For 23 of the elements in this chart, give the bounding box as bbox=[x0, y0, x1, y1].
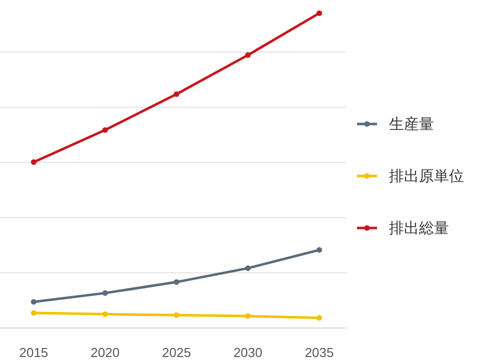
x-tick-label: 2035 bbox=[304, 345, 334, 360]
point bbox=[102, 290, 108, 296]
point bbox=[30, 299, 36, 305]
point bbox=[316, 315, 322, 321]
x-tick-label: 2020 bbox=[90, 345, 120, 360]
legend-label: 排出原単位 bbox=[389, 167, 464, 185]
point bbox=[174, 91, 180, 97]
point bbox=[30, 310, 36, 316]
x-tick-label: 2030 bbox=[233, 345, 262, 360]
point bbox=[102, 311, 108, 317]
x-tick-label: 2015 bbox=[19, 345, 48, 360]
point bbox=[174, 279, 180, 285]
point bbox=[316, 247, 322, 253]
point bbox=[245, 313, 251, 319]
point bbox=[245, 265, 251, 271]
legend-label: 生産量 bbox=[389, 115, 434, 133]
point bbox=[30, 159, 36, 165]
point bbox=[245, 52, 251, 58]
x-tick-label: 2025 bbox=[162, 345, 191, 360]
point bbox=[102, 127, 108, 133]
legend-label: 排出総量 bbox=[389, 219, 449, 237]
point bbox=[316, 10, 322, 16]
point bbox=[174, 312, 180, 318]
